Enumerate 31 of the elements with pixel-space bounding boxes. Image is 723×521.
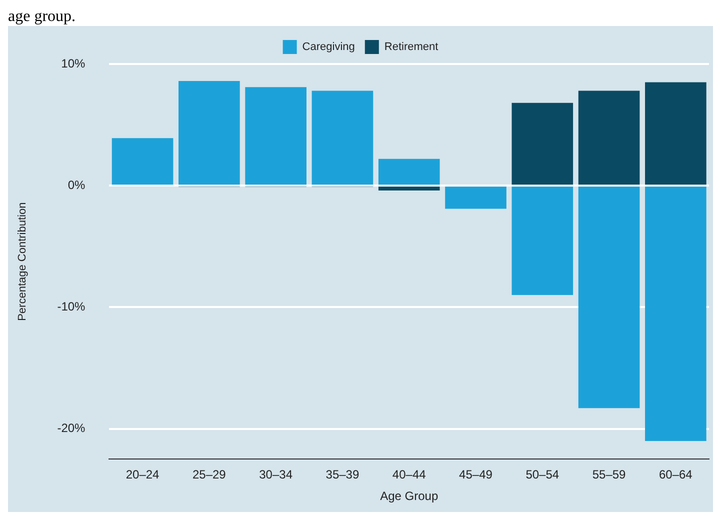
x-tick-label: 50–54 [526, 468, 560, 482]
bar [178, 81, 240, 185]
bar [245, 87, 306, 185]
x-axis-title: Age Group [380, 489, 438, 504]
bar [378, 158, 440, 185]
bar [645, 82, 706, 185]
y-tick-label: 10% [61, 56, 86, 70]
y-tick-label: -10% [57, 300, 86, 314]
bar [512, 102, 574, 185]
bar [512, 186, 574, 296]
x-tick-label: 55–59 [592, 468, 626, 482]
bar [645, 186, 706, 441]
text: age group. [8, 8, 77, 26]
legend-label: Retirement [384, 41, 438, 54]
y-tick-label: 0% [68, 178, 86, 192]
x-tick-label: 20–24 [126, 468, 160, 482]
y-tick-label: -20% [57, 421, 86, 436]
bar [112, 138, 174, 185]
bar [312, 90, 374, 185]
legend-label: Caregiving [302, 41, 355, 54]
y-axis-title: Percentage Contribution [16, 202, 29, 321]
x-tick-label: 45–49 [459, 468, 493, 482]
x-tick-label: 25–29 [192, 468, 226, 482]
bar [445, 186, 506, 209]
bar [378, 186, 440, 190]
bar [578, 186, 640, 408]
x-tick-label: 60–64 [658, 468, 693, 482]
x-tick-label: 30–34 [259, 468, 293, 482]
x-tick-label: 40–44 [392, 468, 426, 482]
bar [578, 90, 640, 185]
x-tick-label: 35–39 [326, 468, 360, 482]
